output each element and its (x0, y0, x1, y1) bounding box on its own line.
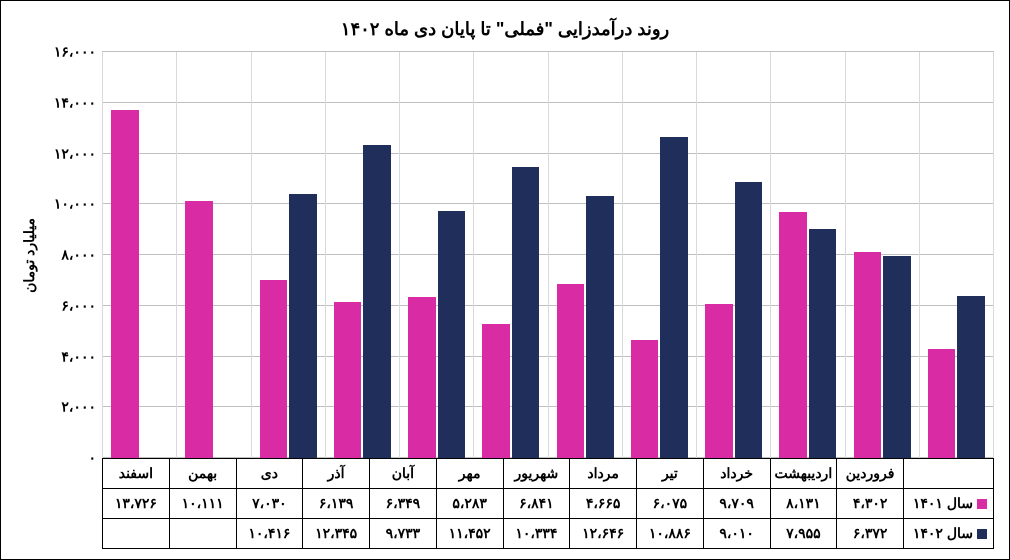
table-col-header: خرداد (703, 459, 770, 489)
bar (586, 196, 614, 458)
bar (512, 167, 540, 458)
data-table: فروردیناردیبهشتخردادتیرمردادشهریورمهرآبا… (102, 458, 994, 549)
table-cell (169, 519, 236, 549)
table-row-header: سال ۱۴۰۲ (904, 519, 994, 549)
bar (482, 324, 510, 458)
bar-group (770, 52, 844, 458)
data-table-wrap: فروردیناردیبهشتخردادتیرمردادشهریورمهرآبا… (16, 458, 994, 549)
plot-area: میلیارد تومان ۰۲،۰۰۰۴،۰۰۰۶،۰۰۰۸،۰۰۰۱۰،۰۰… (16, 52, 994, 458)
y-axis: ۰۲،۰۰۰۴،۰۰۰۶،۰۰۰۸،۰۰۰۱۰،۰۰۰۱۲،۰۰۰۱۴،۰۰۰۱… (42, 52, 102, 458)
bar-group (548, 52, 622, 458)
table-cell: ۶،۳۴۹ (370, 489, 437, 519)
y-tick: ۱۰،۰۰۰ (54, 196, 96, 213)
table-col-header: مرداد (570, 459, 637, 489)
chart-title: روند درآمدزایی "فملی" تا پایان دی ماه ۱۴… (16, 11, 994, 52)
table-cell: ۷،۹۵۵ (770, 519, 837, 549)
bar (883, 256, 911, 458)
bar (185, 201, 213, 458)
series-name: سال ۱۴۰۱ (913, 495, 973, 511)
bar-group (845, 52, 919, 458)
table-cell: ۹،۷۰۹ (703, 489, 770, 519)
table-col-header: آذر (303, 459, 370, 489)
table-cell: ۹،۰۱۰ (703, 519, 770, 549)
table-cell: ۱۳،۷۲۶ (103, 489, 170, 519)
bar-group (399, 52, 473, 458)
bar-group (176, 52, 250, 458)
bar (408, 297, 436, 458)
table-cell (103, 519, 170, 549)
bar (631, 340, 659, 458)
table-cell: ۱۱،۴۵۲ (436, 519, 503, 549)
bar (705, 304, 733, 458)
table-cell: ۶،۳۷۲ (837, 519, 904, 549)
y-axis-label: میلیارد تومان (16, 52, 42, 458)
y-tick: ۰ (88, 450, 96, 467)
table-cell: ۸،۱۳۱ (770, 489, 837, 519)
table-row-header: سال ۱۴۰۱ (904, 489, 994, 519)
legend-swatch (977, 529, 987, 539)
chart-container: روند درآمدزایی "فملی" تا پایان دی ماه ۱۴… (1, 1, 1009, 559)
table-col-header: دی (236, 459, 303, 489)
bar (334, 302, 362, 458)
table-cell: ۱۰،۴۱۶ (236, 519, 303, 549)
table-cell: ۴،۳۰۲ (837, 489, 904, 519)
y-tick: ۸،۰۰۰ (61, 247, 96, 264)
table-cell: ۶،۸۴۱ (503, 489, 570, 519)
y-tick: ۶،۰۰۰ (61, 297, 96, 314)
bar (363, 145, 391, 458)
bar (438, 211, 466, 458)
series-name: سال ۱۴۰۲ (913, 525, 973, 541)
bar-group (622, 52, 696, 458)
bar-group (696, 52, 770, 458)
y-tick: ۱۲،۰۰۰ (54, 145, 96, 162)
table-cell: ۷،۰۳۰ (236, 489, 303, 519)
table-cell: ۱۲،۳۴۵ (303, 519, 370, 549)
table-cell: ۵،۲۸۳ (436, 489, 503, 519)
bar (557, 284, 585, 458)
y-tick: ۲،۰۰۰ (61, 399, 96, 416)
bar (660, 137, 688, 458)
bars (102, 52, 994, 458)
table-cell: ۱۰،۱۱۱ (169, 489, 236, 519)
y-tick: ۴،۰۰۰ (61, 348, 96, 365)
table-col-header: بهمن (169, 459, 236, 489)
table-col-header: اردیبهشت (770, 459, 837, 489)
table-col-header: تیر (637, 459, 704, 489)
plot (102, 52, 994, 458)
bar (928, 349, 956, 458)
bar (957, 296, 985, 458)
bar (260, 280, 288, 458)
table-cell: ۱۰،۳۳۴ (503, 519, 570, 549)
bar (111, 110, 139, 458)
bar-group (102, 52, 176, 458)
bar-group (919, 52, 994, 458)
table-col-header: شهریور (503, 459, 570, 489)
table-col-header: فروردین (837, 459, 904, 489)
table-cell: ۱۲،۶۴۶ (570, 519, 637, 549)
bar-group (325, 52, 399, 458)
bar (289, 194, 317, 458)
bar (809, 229, 837, 458)
bar (779, 212, 807, 458)
y-tick: ۱۶،۰۰۰ (54, 44, 96, 61)
y-tick: ۱۴،۰۰۰ (54, 94, 96, 111)
legend-swatch (977, 499, 987, 509)
table-cell: ۹،۷۳۳ (370, 519, 437, 549)
bar (854, 252, 882, 458)
table-col-header: مهر (436, 459, 503, 489)
table-col-header: آبان (370, 459, 437, 489)
table-corner (904, 459, 994, 489)
bar-group (251, 52, 325, 458)
bar-group (473, 52, 547, 458)
table-cell: ۶،۱۳۹ (303, 489, 370, 519)
table-cell: ۱۰،۸۸۶ (637, 519, 704, 549)
bar (735, 182, 763, 458)
table-cell: ۴،۶۶۵ (570, 489, 637, 519)
table-cell: ۶،۰۷۵ (637, 489, 704, 519)
table-col-header: اسفند (103, 459, 170, 489)
